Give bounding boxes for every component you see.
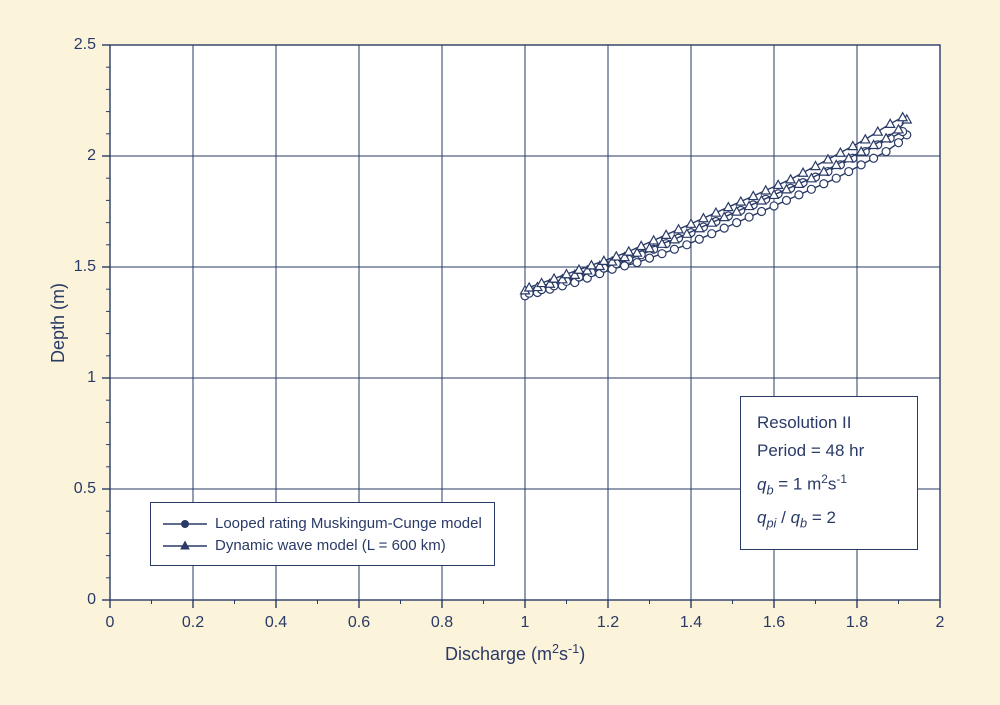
- y-tick-label: 1: [66, 369, 96, 387]
- chart-figure: Depth (m) Discharge (m2s-1) Looped ratin…: [0, 0, 1000, 705]
- legend-item-muskingum: Looped rating Muskingum-Cunge model: [163, 513, 482, 535]
- x-tick-label: 1.6: [763, 614, 785, 632]
- x-tick-label: 2: [936, 614, 945, 632]
- annotation-line: qpi / qb = 2: [757, 504, 901, 537]
- legend-swatch-triangle: [163, 538, 207, 554]
- x-tick-label: 0: [106, 614, 115, 632]
- y-tick-label: 0: [66, 591, 96, 609]
- x-tick-label: 1: [521, 614, 530, 632]
- x-tick-label: 1.8: [846, 614, 868, 632]
- y-tick-label: 2.5: [66, 36, 96, 54]
- chart-svg: [0, 0, 1000, 705]
- y-tick-label: 2: [66, 147, 96, 165]
- legend-swatch-circle: [163, 516, 207, 532]
- x-tick-label: 0.6: [348, 614, 370, 632]
- x-tick-label: 0.8: [431, 614, 453, 632]
- legend-label-muskingum: Looped rating Muskingum-Cunge model: [215, 513, 482, 535]
- annotation-line: Resolution II: [757, 409, 901, 437]
- x-axis-label: Discharge (m2s-1): [445, 642, 585, 665]
- y-tick-label: 0.5: [66, 480, 96, 498]
- annotation-line: Period = 48 hr: [757, 437, 901, 465]
- y-tick-label: 1.5: [66, 258, 96, 276]
- annotation-box: Resolution IIPeriod = 48 hrqb = 1 m2s-1q…: [740, 396, 918, 550]
- legend-box: Looped rating Muskingum-Cunge model Dyna…: [150, 502, 495, 566]
- legend-label-dynamic: Dynamic wave model (L = 600 km): [215, 535, 446, 557]
- x-tick-label: 1.4: [680, 614, 702, 632]
- x-tick-label: 0.4: [265, 614, 287, 632]
- x-tick-label: 0.2: [182, 614, 204, 632]
- y-axis-label: Depth (m): [48, 282, 69, 362]
- annotation-line: qb = 1 m2s-1: [757, 465, 901, 504]
- legend-item-dynamic: Dynamic wave model (L = 600 km): [163, 535, 482, 557]
- x-tick-label: 1.2: [597, 614, 619, 632]
